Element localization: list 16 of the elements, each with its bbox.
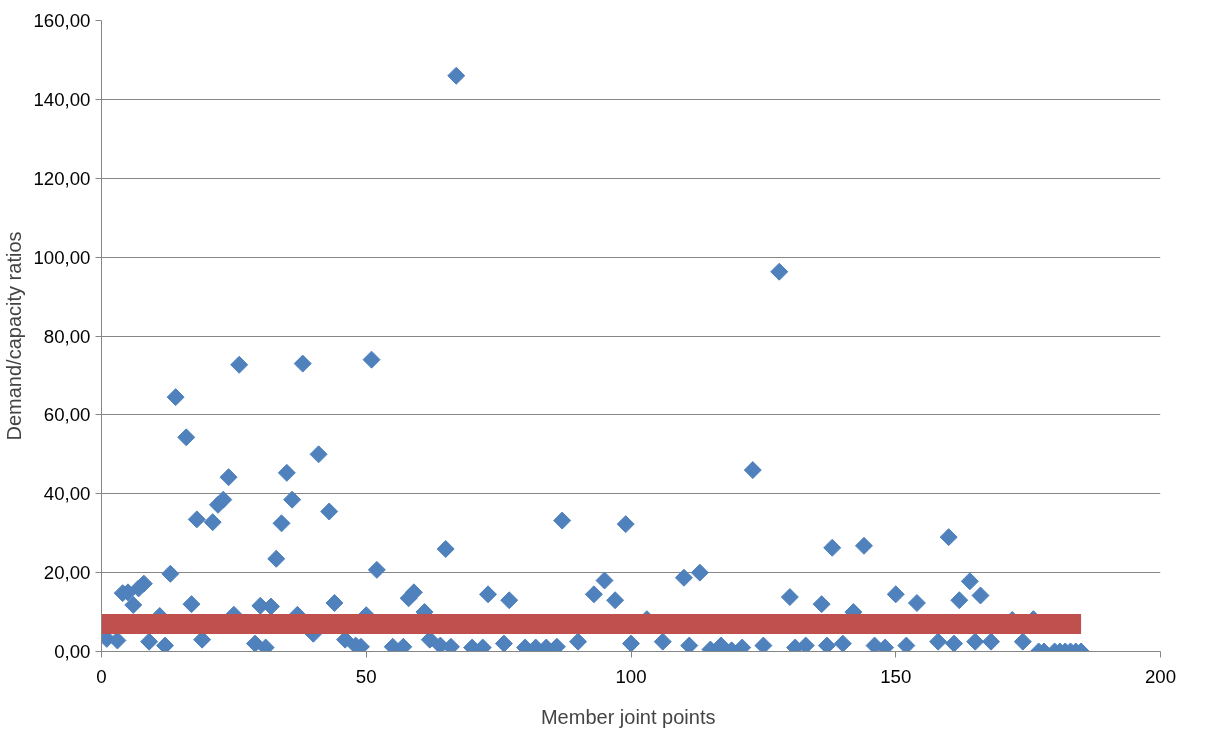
x-tick-label: 50 [355, 665, 377, 687]
x-tick-label: 100 [615, 665, 647, 687]
x-axis-title: Member joint points [540, 705, 716, 728]
x-tick-label: 0 [96, 665, 107, 687]
y-tick-label: 0,00 [54, 641, 91, 662]
y-tick-label: 160,00 [33, 10, 91, 31]
y-axis-title: Demand/capacity ratios [3, 231, 26, 441]
y-tick-label: 80,00 [43, 325, 91, 347]
x-tick-label: 150 [880, 665, 912, 687]
y-tick-label: 100,00 [33, 246, 91, 268]
y-tick-label: 40,00 [43, 483, 91, 505]
y-tick-label: 60,00 [43, 404, 91, 426]
y-tick-label: 20,00 [43, 562, 91, 584]
y-tick-label: 140,00 [33, 88, 91, 110]
y-tick-label: 120,00 [33, 167, 91, 189]
x-tick-label: 200 [1144, 665, 1177, 687]
